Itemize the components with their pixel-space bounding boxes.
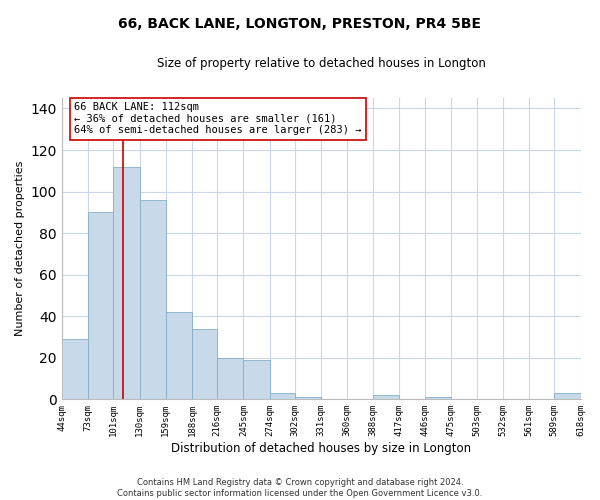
Title: Size of property relative to detached houses in Longton: Size of property relative to detached ho… — [157, 58, 485, 70]
Bar — [425, 398, 451, 400]
X-axis label: Distribution of detached houses by size in Longton: Distribution of detached houses by size … — [171, 442, 471, 455]
Bar — [192, 328, 217, 400]
Bar — [244, 360, 269, 400]
Text: Contains HM Land Registry data © Crown copyright and database right 2024.
Contai: Contains HM Land Registry data © Crown c… — [118, 478, 482, 498]
Bar — [554, 393, 581, 400]
Bar — [113, 166, 140, 400]
Bar — [269, 393, 295, 400]
Bar — [62, 339, 88, 400]
Bar — [373, 395, 399, 400]
Bar — [140, 200, 166, 400]
Text: 66 BACK LANE: 112sqm
← 36% of detached houses are smaller (161)
64% of semi-deta: 66 BACK LANE: 112sqm ← 36% of detached h… — [74, 102, 362, 136]
Bar — [295, 398, 321, 400]
Bar — [166, 312, 192, 400]
Text: 66, BACK LANE, LONGTON, PRESTON, PR4 5BE: 66, BACK LANE, LONGTON, PRESTON, PR4 5BE — [119, 18, 482, 32]
Bar — [217, 358, 244, 400]
Bar — [88, 212, 113, 400]
Y-axis label: Number of detached properties: Number of detached properties — [15, 161, 25, 336]
